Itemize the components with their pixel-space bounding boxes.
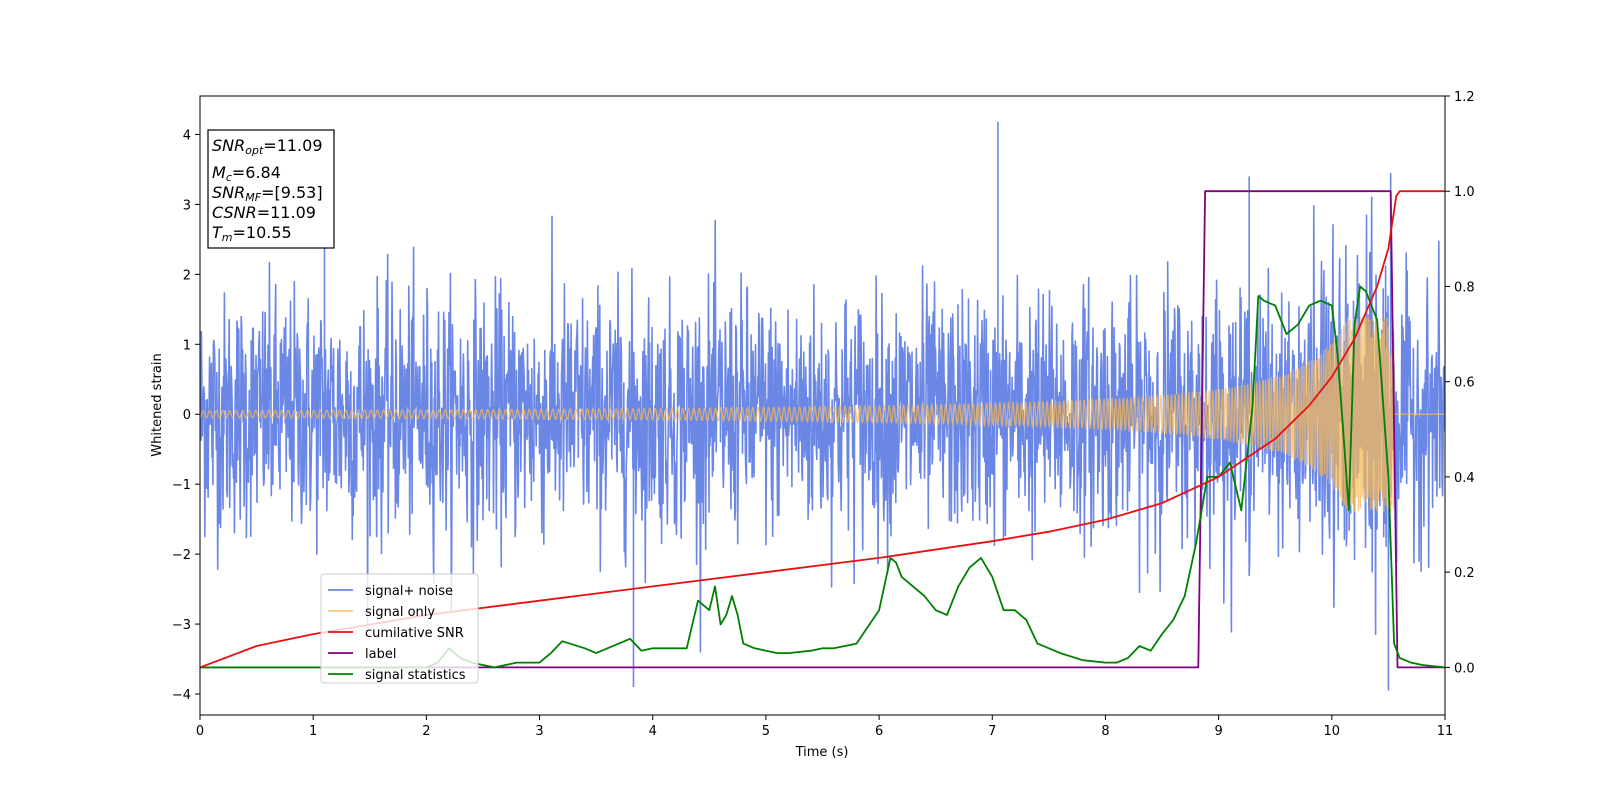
y-left-tick-label: −2 xyxy=(172,548,191,563)
x-tick-label: 3 xyxy=(535,724,543,739)
x-tick-label: 0 xyxy=(196,724,204,739)
legend-label: cumilative SNR xyxy=(365,626,464,641)
x-tick-label: 11 xyxy=(1437,724,1454,739)
y-axis-right: 0.0 0.2 0.4 0.6 0.8 1.0 1.2 xyxy=(1445,90,1475,676)
signal-statistics-line xyxy=(200,285,1445,669)
series-lines xyxy=(200,190,1445,669)
legend-frame xyxy=(320,573,479,684)
x-axis-label: Time (s) xyxy=(795,745,849,760)
stats-box-frame xyxy=(207,129,335,249)
cumilative-snr-line xyxy=(200,190,1445,669)
stat-snr-opt: SNRopt=11.09 xyxy=(212,136,323,157)
y-left-tick-label: 0 xyxy=(183,408,191,423)
x-tick-label: 10 xyxy=(1324,724,1341,739)
stat-mc: Mc=6.84 xyxy=(212,163,281,184)
x-tick-label: 1 xyxy=(309,724,317,739)
y-right-tick-label: 0.4 xyxy=(1454,471,1475,486)
x-tick-label: 4 xyxy=(649,724,657,739)
stat-csnr: CSNR=11.09 xyxy=(212,203,316,222)
y-left-tick-label: 3 xyxy=(183,198,191,213)
y-left-tick-label: −1 xyxy=(172,478,191,493)
legend-label: label xyxy=(365,647,396,662)
x-axis: 0 1 2 3 4 5 6 7 8 9 10 11 xyxy=(196,715,1453,739)
label-line xyxy=(200,190,1445,669)
y-right-tick-label: 0.0 xyxy=(1454,661,1475,676)
y-right-tick-label: 0.8 xyxy=(1454,280,1475,295)
y-right-tick-label: 0.6 xyxy=(1454,376,1475,391)
signal-only-line xyxy=(200,316,1445,513)
y-right-tick-label: 1.2 xyxy=(1454,90,1475,105)
y-axis-label: Whitened strain xyxy=(150,353,165,456)
legend-label: signal only xyxy=(365,605,435,620)
series-signal-only xyxy=(200,316,1445,513)
y-axis-left: −4 −3 −2 −1 0 1 2 3 4 xyxy=(172,128,200,703)
legend-label: signal+ noise xyxy=(365,584,453,599)
x-tick-label: 5 xyxy=(762,724,770,739)
stat-snr-mf: SNRMF=[9.53] xyxy=(212,183,323,204)
y-left-tick-label: −3 xyxy=(172,618,191,633)
plot-area xyxy=(200,121,1445,691)
y-left-tick-label: 1 xyxy=(183,338,191,353)
y-left-tick-label: 4 xyxy=(183,128,191,143)
legend-label: signal statistics xyxy=(365,668,466,683)
stats-box: SNRopt=11.09 Mc=6.84 SNRMF=[9.53] CSNR=1… xyxy=(207,129,335,249)
x-tick-label: 2 xyxy=(422,724,430,739)
stat-tm: Tm=10.55 xyxy=(212,223,292,244)
y-right-tick-label: 1.0 xyxy=(1454,185,1475,200)
y-left-tick-label: −4 xyxy=(172,688,191,703)
x-tick-label: 7 xyxy=(988,724,996,739)
x-tick-label: 9 xyxy=(1214,724,1222,739)
plot-frame xyxy=(199,95,1446,716)
y-right-tick-label: 0.2 xyxy=(1454,566,1475,581)
x-tick-label: 8 xyxy=(1101,724,1109,739)
x-tick-label: 6 xyxy=(875,724,883,739)
y-left-tick-label: 2 xyxy=(183,268,191,283)
legend: signal+ noise signal only cumilative SNR la… xyxy=(320,573,479,684)
